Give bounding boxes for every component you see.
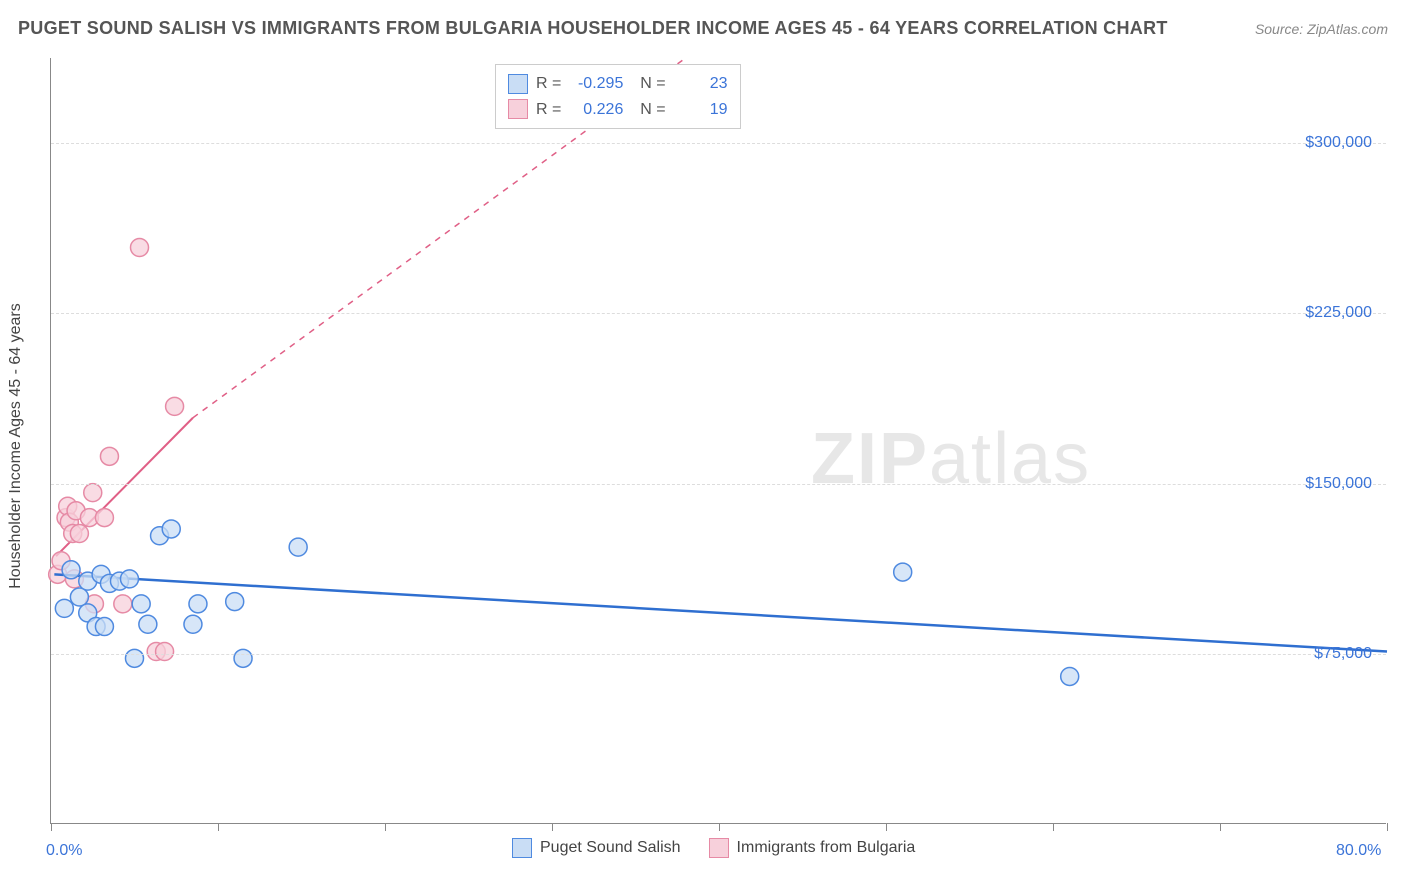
trendline-blue: [54, 574, 1387, 651]
y-tick-label: $225,000: [1305, 304, 1372, 322]
r-value-blue: -0.295: [569, 71, 623, 97]
r-label: R =: [536, 71, 561, 97]
data-point-pink: [156, 643, 174, 661]
n-value-pink: 19: [674, 97, 728, 123]
legend-label-blue: Puget Sound Salish: [540, 839, 681, 857]
chart-title: PUGET SOUND SALISH VS IMMIGRANTS FROM BU…: [18, 18, 1168, 39]
data-point-pink: [95, 509, 113, 527]
x-tick: [1220, 823, 1221, 831]
x-tick: [552, 823, 553, 831]
x-tick: [719, 823, 720, 831]
data-point-pink: [70, 524, 88, 542]
r-value-pink: 0.226: [569, 97, 623, 123]
r-label: R =: [536, 97, 561, 123]
data-point-blue: [894, 563, 912, 581]
y-tick-label: $150,000: [1305, 475, 1372, 493]
swatch-pink: [508, 99, 528, 119]
data-point-pink: [114, 595, 132, 613]
data-point-blue: [226, 593, 244, 611]
chart-svg: [51, 58, 1386, 823]
data-point-blue: [162, 520, 180, 538]
series-legend: Puget Sound Salish Immigrants from Bulga…: [512, 838, 915, 858]
legend-item-blue: Puget Sound Salish: [512, 838, 681, 858]
data-point-pink: [100, 447, 118, 465]
gridline: [51, 654, 1386, 655]
x-axis-label-min: 0.0%: [46, 842, 82, 860]
y-axis-title: Householder Income Ages 45 - 64 years: [7, 303, 25, 589]
data-point-blue: [139, 615, 157, 633]
data-point-pink: [131, 239, 149, 257]
legend-row-pink: R = 0.226 N = 19: [508, 97, 728, 123]
data-point-blue: [184, 615, 202, 633]
gridline: [51, 143, 1386, 144]
data-point-blue: [126, 649, 144, 667]
x-tick: [385, 823, 386, 831]
x-tick: [886, 823, 887, 831]
data-point-blue: [132, 595, 150, 613]
gridline: [51, 313, 1386, 314]
x-tick: [51, 823, 52, 831]
n-label: N =: [631, 71, 665, 97]
y-tick-label: $300,000: [1305, 134, 1372, 152]
data-point-pink: [166, 397, 184, 415]
legend-label-pink: Immigrants from Bulgaria: [737, 839, 916, 857]
data-point-blue: [70, 588, 88, 606]
legend-row-blue: R = -0.295 N = 23: [508, 71, 728, 97]
data-point-blue: [189, 595, 207, 613]
x-tick: [1053, 823, 1054, 831]
data-point-blue: [95, 618, 113, 636]
data-point-blue: [62, 561, 80, 579]
title-bar: PUGET SOUND SALISH VS IMMIGRANTS FROM BU…: [18, 18, 1388, 39]
data-point-blue: [289, 538, 307, 556]
swatch-pink-bottom: [709, 838, 729, 858]
n-label: N =: [631, 97, 665, 123]
data-point-blue: [120, 570, 138, 588]
n-value-blue: 23: [674, 71, 728, 97]
swatch-blue-bottom: [512, 838, 532, 858]
y-tick-label: $75,000: [1314, 645, 1372, 663]
x-axis-label-max: 80.0%: [1336, 842, 1381, 860]
x-tick: [1387, 823, 1388, 831]
data-point-pink: [84, 484, 102, 502]
legend-item-pink: Immigrants from Bulgaria: [709, 838, 916, 858]
swatch-blue: [508, 74, 528, 94]
source-label: Source: ZipAtlas.com: [1255, 21, 1388, 37]
x-tick: [218, 823, 219, 831]
gridline: [51, 484, 1386, 485]
data-point-blue: [1061, 667, 1079, 685]
data-point-blue: [55, 599, 73, 617]
data-point-blue: [234, 649, 252, 667]
plot-area: ZIPatlas R = -0.295 N = 23 R = 0.226 N =…: [50, 58, 1386, 824]
correlation-legend: R = -0.295 N = 23 R = 0.226 N = 19: [495, 64, 741, 129]
